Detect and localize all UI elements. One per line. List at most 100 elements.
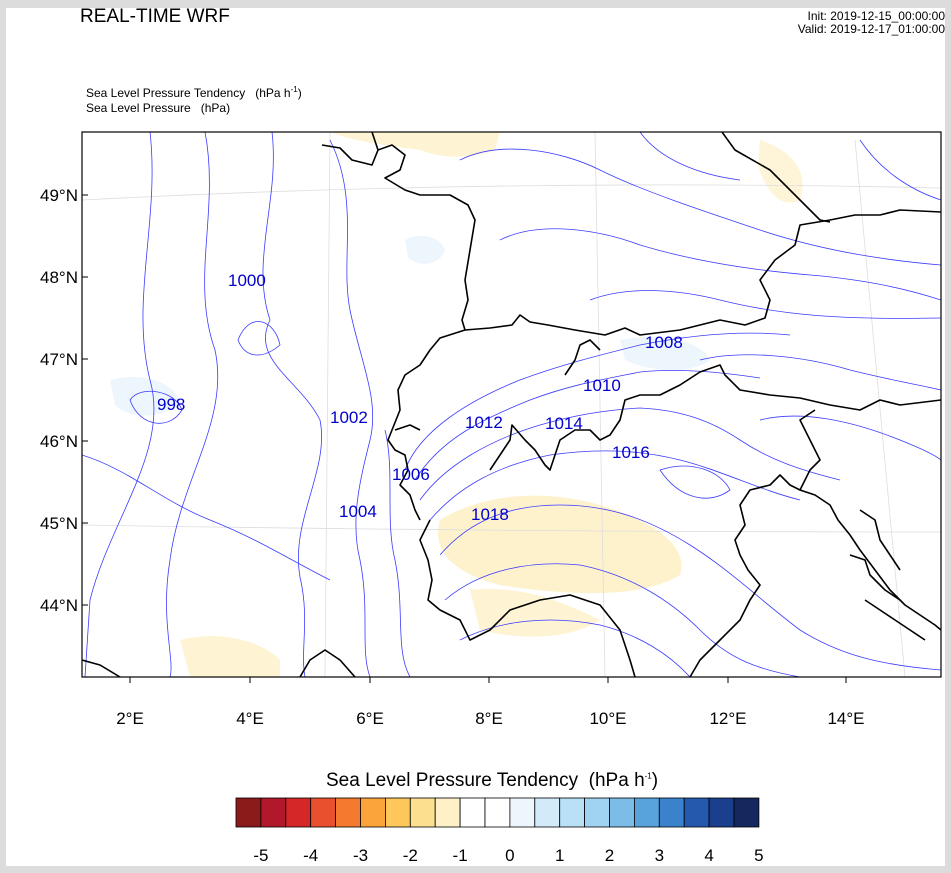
contour-label: 998 [157,395,185,414]
colorbar-label: 4 [704,846,714,865]
isobar [589,290,941,319]
init-time: Init: 2019-12-15_00:00:00 [807,9,945,23]
colorbar-label: -1 [452,846,468,865]
lon-label: 10°E [589,709,626,728]
shaded-field-units: (hPa h [255,86,291,100]
isobar [404,332,791,471]
colorbar-box [335,797,361,828]
border-line [564,339,601,376]
isobar [659,465,731,499]
colorbar-box [683,797,710,828]
border-line [859,509,901,571]
isobar [414,369,761,481]
border-line [387,329,466,521]
graticule-line [854,139,906,677]
lat-ticks [82,194,88,606]
contour-label: 1016 [612,443,650,462]
colorbar-units-end: ) [651,770,659,791]
isobar [262,132,322,677]
lon-label: 6°E [356,709,384,728]
lat-label: 46°N [40,432,78,451]
border-line [721,132,831,223]
isobar [459,148,941,266]
isobar [759,415,941,461]
contour-label: 1014 [545,414,583,433]
colorbar-box [260,797,287,828]
border-line [377,144,476,331]
border-line [689,409,821,677]
graticule-line [82,524,941,533]
isobar [444,563,801,677]
lon-label: 4°E [236,709,264,728]
colorbar-box [534,797,561,828]
lat-labels: 49°N 48°N 47°N 46°N 45°N 44°N [40,186,78,615]
valid-time: Valid: 2019-12-17_01:00:00 [797,22,945,36]
colorbar-box [484,797,511,828]
lon-label: 12°E [709,709,746,728]
colorbar [235,797,760,828]
isobar [439,504,941,671]
colorbar-label: 1 [554,846,565,865]
isobar [237,321,281,356]
lat-label: 45°N [40,514,78,533]
graticule-line [594,132,606,677]
colorbar-units: (hPa h [588,770,645,791]
colorbar-box [360,797,386,828]
graticule-line [324,132,331,677]
negative-tendency-patch [620,336,710,371]
colorbar-box [509,797,536,828]
contour-field-label: Sea Level Pressure (hPa) [86,101,230,115]
border-line [799,489,941,631]
contour-label: 1012 [465,413,503,432]
isobar [419,407,841,501]
border-line [299,649,356,677]
lon-label: 8°E [475,709,503,728]
country-borders [82,132,941,677]
tendency-shading [110,132,803,677]
contour-field-units: (hPa) [200,101,231,115]
shaded-field-label: Sea Level Pressure Tendency (hPa h-1) [86,86,302,101]
shaded-field-name: Sea Level Pressure Tendency [86,86,246,100]
border-line [394,424,421,431]
map-area: 1000 998 1002 1006 1004 1012 1014 1010 1… [82,132,941,677]
colorbar-box [559,797,586,828]
lat-label: 44°N [40,596,78,615]
colorbar-box [235,797,262,828]
isobar [639,132,741,181]
colorbar-label: 3 [654,846,665,865]
border-line [864,599,926,641]
colorbar-box [409,797,436,828]
contour-labels: 1000 998 1002 1006 1004 1012 1014 1010 1… [157,271,683,524]
positive-tendency-patch [438,495,682,594]
contour-label: 1006 [392,465,430,484]
colorbar-box [310,797,337,828]
colorbar-label: -2 [402,846,418,865]
map-frame [81,131,942,678]
isobar [699,354,941,391]
lat-label: 48°N [40,268,78,287]
lat-label: 49°N [40,186,78,205]
lon-label: 14°E [827,709,864,728]
colorbar-box [584,797,610,828]
colorbar-box [658,797,685,828]
isobar [82,454,331,581]
colorbar-label: 2 [604,846,615,865]
colorbar-label: -3 [352,846,369,865]
border-line [82,659,121,677]
isobar [384,429,411,677]
border-line [464,209,941,336]
isobar [859,139,941,201]
border-line [419,519,636,677]
colorbar-label: -5 [253,846,269,865]
lat-label: 47°N [40,350,78,369]
border-line [321,132,379,166]
negative-tendency-patch [110,376,180,416]
border-line [849,554,901,601]
isobar [84,132,155,677]
colorbar-box [609,797,635,828]
contour-label: 1002 [330,408,368,427]
colorbar-box [384,797,411,828]
isobar [429,450,801,521]
positive-tendency-patch [330,132,500,157]
colorbar-label: 0 [505,846,515,865]
